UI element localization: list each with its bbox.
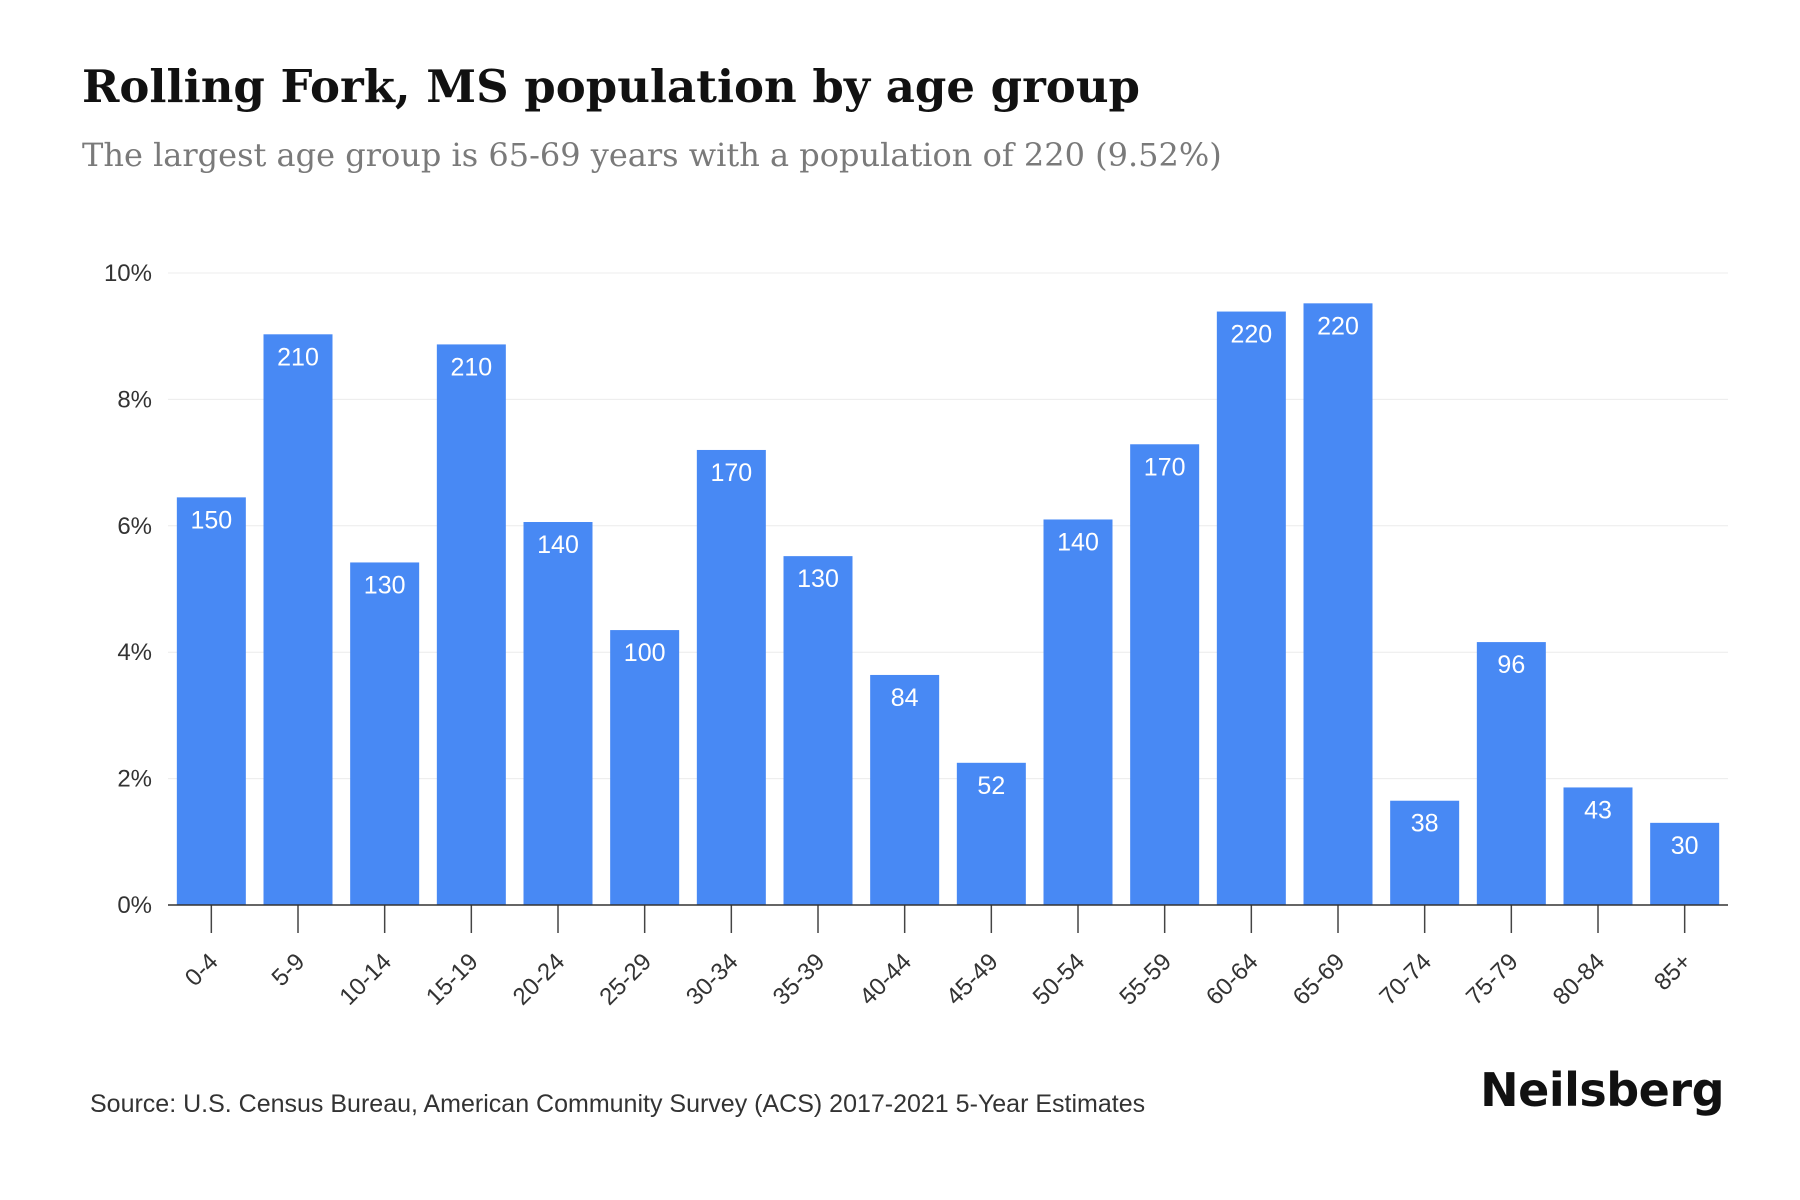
x-tick-label: 25-29 <box>594 948 657 1011</box>
bar <box>696 449 766 905</box>
bar <box>436 344 506 905</box>
data-label: 210 <box>277 343 319 371</box>
x-tick-label: 10-14 <box>334 948 397 1011</box>
brand-logo: Neilsberg <box>1480 1063 1724 1117</box>
y-tick-label: 8% <box>117 386 152 413</box>
data-label: 220 <box>1317 312 1359 340</box>
x-tick-label: 20-24 <box>508 948 571 1011</box>
source-note: Source: U.S. Census Bureau, American Com… <box>90 1090 1146 1118</box>
x-tick-label: 80-84 <box>1548 948 1611 1011</box>
data-label: 38 <box>1411 810 1439 838</box>
bar <box>523 522 593 905</box>
data-label: 220 <box>1230 321 1272 349</box>
x-tick-label: 40-44 <box>854 948 917 1011</box>
y-tick-label: 4% <box>117 639 152 666</box>
gridlines <box>168 272 1728 780</box>
bar <box>1476 642 1546 905</box>
x-tick-label: 30-34 <box>681 948 744 1011</box>
x-axis-ticks: 0-4 5-9 10-14 15-19 20-24 25-29 30-34 35-39 40-4… <box>180 948 1697 1011</box>
data-label: 130 <box>364 571 406 599</box>
bar <box>1390 800 1460 905</box>
y-tick-label: 6% <box>117 513 152 540</box>
bar <box>176 497 246 905</box>
data-label: 43 <box>1584 796 1612 824</box>
bar <box>350 562 420 905</box>
data-label: 84 <box>891 684 919 712</box>
x-tick-label: 60-64 <box>1201 948 1264 1011</box>
x-tick-label: 5-9 <box>267 948 311 992</box>
bar <box>870 674 940 905</box>
x-tick-label: 35-39 <box>768 948 831 1011</box>
y-tick-label: 0% <box>117 892 152 919</box>
x-tick-label: 65-69 <box>1288 948 1351 1011</box>
data-label: 170 <box>1144 453 1186 481</box>
x-axis <box>168 904 1728 933</box>
bars: 150 210 130 210 140 100 170 130 84 52 140 170 220 220… <box>176 303 1720 906</box>
data-label: 30 <box>1671 832 1699 860</box>
data-label: 130 <box>797 565 839 593</box>
data-label: 210 <box>450 353 492 381</box>
data-label: 96 <box>1497 651 1525 679</box>
bar <box>783 556 853 905</box>
data-label: 52 <box>977 772 1005 800</box>
y-tick-label: 2% <box>117 766 152 793</box>
y-tick-label: 10% <box>104 260 152 287</box>
x-tick-label: 15-19 <box>421 948 484 1011</box>
x-tick-label: 85+ <box>1649 948 1697 996</box>
chart-subtitle: The largest age group is 65-69 years wit… <box>82 136 1222 174</box>
bar <box>1563 787 1633 905</box>
bar <box>263 334 333 906</box>
chart-title: Rolling Fork, MS population by age group <box>82 60 1141 113</box>
x-tick-label: 0-4 <box>180 948 224 992</box>
y-axis-ticks: 0% 2% 4% 6% 8% 10% <box>104 260 152 919</box>
bar <box>1216 311 1286 905</box>
x-tick-label: 75-79 <box>1461 948 1524 1011</box>
data-label: 100 <box>624 639 666 667</box>
bar <box>1043 519 1113 905</box>
data-label: 170 <box>710 459 752 487</box>
data-label: 150 <box>190 506 232 534</box>
data-label: 140 <box>1057 528 1099 556</box>
bar <box>1303 303 1373 905</box>
bar <box>956 762 1026 905</box>
bar <box>610 630 680 905</box>
x-tick-label: 45-49 <box>941 948 1004 1011</box>
x-tick-label: 70-74 <box>1374 948 1437 1011</box>
bar <box>1650 822 1720 905</box>
bar <box>1130 444 1200 905</box>
data-label: 140 <box>537 531 579 559</box>
x-tick-label: 50-54 <box>1028 948 1091 1011</box>
x-tick-label: 55-59 <box>1114 948 1177 1011</box>
